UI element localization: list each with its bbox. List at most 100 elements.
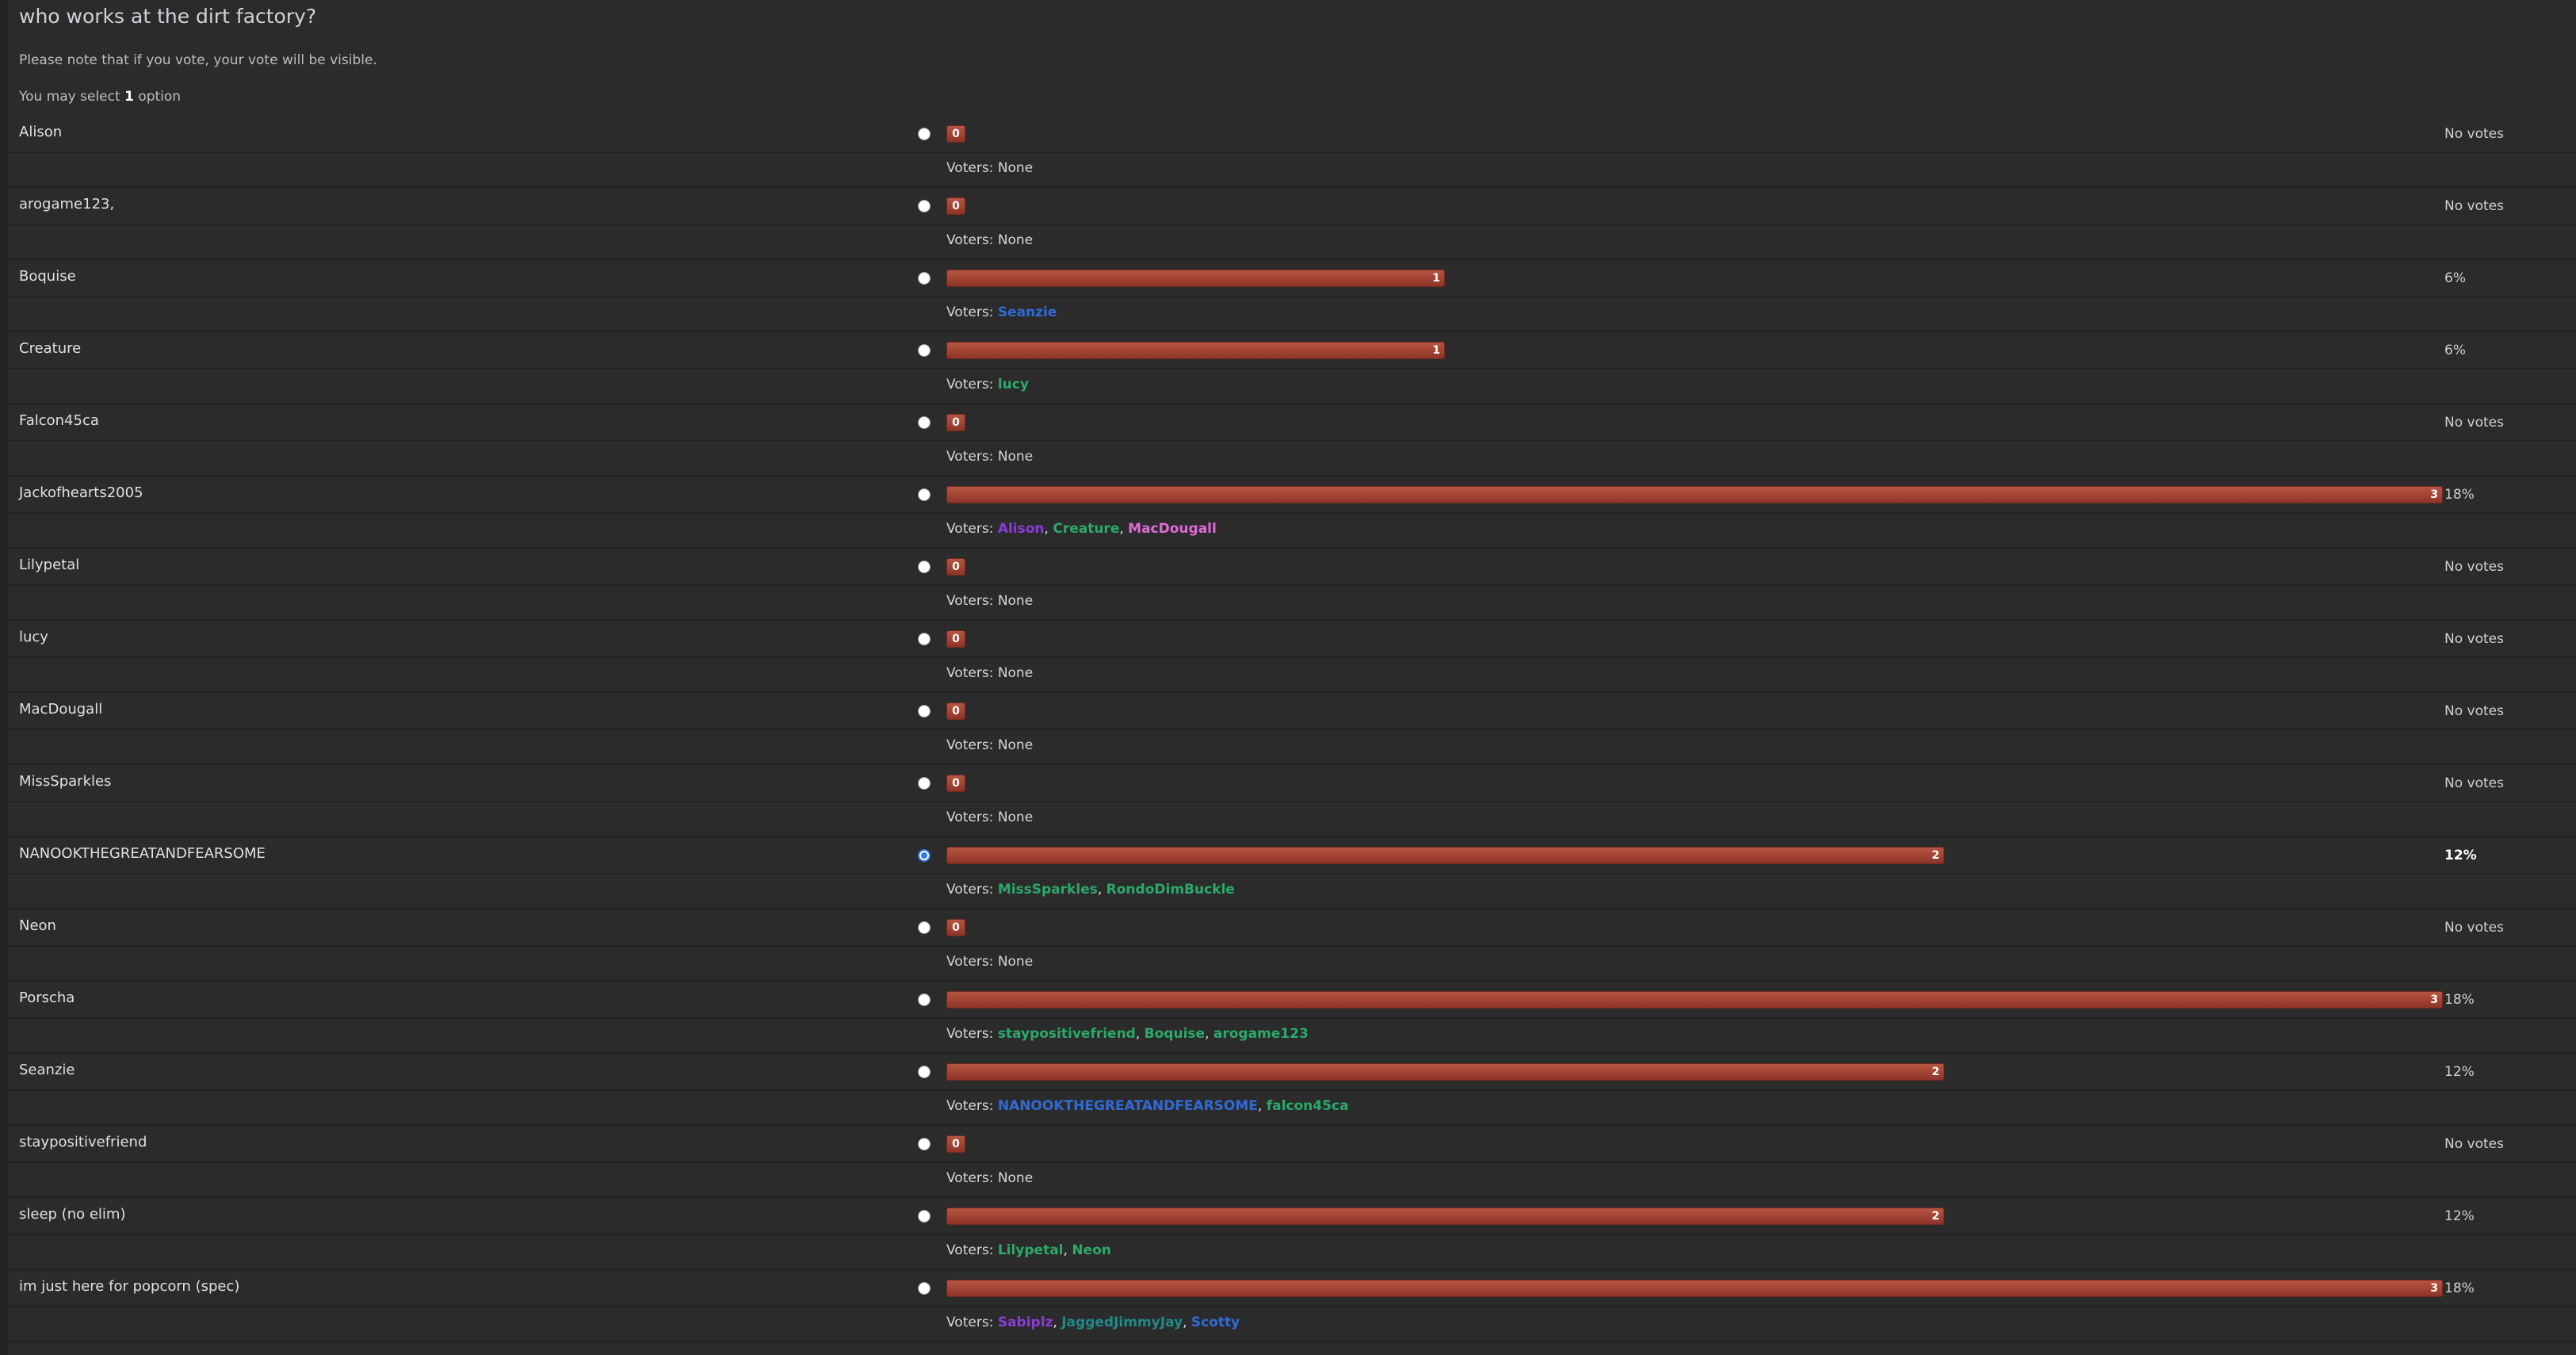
voter-link[interactable]: NANOOKTHEGREATANDFEARSOME xyxy=(997,1098,1258,1114)
voter-link[interactable]: Sabiplz xyxy=(997,1315,1053,1330)
row-divider xyxy=(8,403,2576,404)
poll-option-row: Falcon45ca 0 No votes Voters: None xyxy=(8,404,2576,477)
poll-option-row: MacDougall 0 No votes Voters: None xyxy=(8,693,2576,765)
vote-count: 0 xyxy=(952,921,960,934)
row-divider xyxy=(8,836,2576,837)
voters-prefix: Voters: xyxy=(946,1098,998,1114)
option-radio[interactable] xyxy=(918,777,931,790)
option-label: Creature xyxy=(19,340,82,357)
voter-link[interactable]: JaggedJimmyJay xyxy=(1061,1315,1183,1330)
vote-count: 0 xyxy=(952,128,960,140)
voters-prefix: Voters: xyxy=(946,1315,998,1330)
voter-link[interactable]: Neon xyxy=(1072,1242,1111,1258)
voter-link[interactable]: arogame123 xyxy=(1213,1026,1309,1042)
voters-line: Voters: None xyxy=(946,810,1033,825)
option-radio[interactable] xyxy=(918,200,931,212)
option-label: lucy xyxy=(19,629,48,645)
vote-percent: No votes xyxy=(2444,775,2504,791)
option-radio[interactable] xyxy=(918,633,931,645)
voters-prefix: Voters: xyxy=(946,593,998,609)
vote-percent: 12% xyxy=(2444,848,2477,863)
voter-link[interactable]: staypositivefriend xyxy=(997,1026,1136,1042)
voters-none: None xyxy=(997,232,1034,248)
voters-prefix: Voters: xyxy=(946,521,998,537)
option-label: im just here for popcorn (spec) xyxy=(19,1278,240,1295)
vote-count: 0 xyxy=(952,561,960,573)
option-label: Jackofhearts2005 xyxy=(19,484,143,501)
voters-line: Voters: None xyxy=(946,593,1033,609)
row-divider xyxy=(8,547,2576,549)
poll-notice: Please note that if you vote, your vote … xyxy=(19,52,377,68)
vote-percent: No votes xyxy=(2444,415,2504,431)
vote-bar: 0 xyxy=(946,919,965,936)
voter-link[interactable]: Alison xyxy=(997,521,1045,537)
voters-prefix: Voters: xyxy=(946,232,998,248)
voters-line: Voters: Seanzie xyxy=(946,304,1057,320)
voter-link[interactable]: Scotty xyxy=(1191,1315,1240,1330)
vote-count: 3 xyxy=(2430,993,2438,1006)
voters-none: None xyxy=(997,954,1034,970)
voter-link[interactable]: falcon45ca xyxy=(1266,1098,1349,1114)
row-divider xyxy=(8,258,2576,260)
vote-count: 0 xyxy=(952,633,960,645)
vote-bar: 2 xyxy=(946,1208,1944,1225)
poll-option-row: Jackofhearts2005 3 18% Voters: Alison, Crea… xyxy=(8,477,2576,549)
voter-link[interactable]: lucy xyxy=(997,377,1029,392)
option-radio[interactable] xyxy=(918,128,931,140)
option-label: NANOOKTHEGREATANDFEARSOME xyxy=(19,845,266,862)
poll-option-row: MissSparkles 0 No votes Voters: None xyxy=(8,765,2576,837)
option-radio[interactable] xyxy=(918,561,931,573)
voters-prefix: Voters: xyxy=(946,449,998,465)
row-divider xyxy=(8,584,2576,586)
row-divider xyxy=(8,1124,2576,1126)
option-radio[interactable] xyxy=(918,1066,931,1078)
row-divider xyxy=(8,1234,2576,1235)
voter-link[interactable]: MacDougall xyxy=(1128,521,1217,537)
vote-count: 2 xyxy=(1932,1210,1940,1223)
voters-line: Voters: Alison, Creature, MacDougall xyxy=(946,521,1217,537)
vote-bar: 3 xyxy=(946,1280,2443,1297)
option-radio[interactable] xyxy=(918,416,931,429)
voters-prefix: Voters: xyxy=(946,304,998,320)
vote-percent: 6% xyxy=(2444,343,2466,358)
option-label: Seanzie xyxy=(19,1062,75,1078)
vote-percent: No votes xyxy=(2444,198,2504,214)
voter-link[interactable]: Creature xyxy=(1053,521,1120,537)
voters-prefix: Voters: xyxy=(946,1026,998,1042)
voter-link[interactable]: Seanzie xyxy=(997,304,1057,320)
vote-count: 0 xyxy=(952,1138,960,1150)
option-radio[interactable] xyxy=(918,272,931,285)
row-divider xyxy=(8,619,2576,621)
select-info: You may select 1 option xyxy=(19,89,181,105)
option-label: MissSparkles xyxy=(19,773,112,790)
row-divider xyxy=(8,1052,2576,1054)
voter-link[interactable]: RondoDimBuckle xyxy=(1106,882,1235,898)
option-radio[interactable] xyxy=(918,1138,931,1150)
vote-bar: 3 xyxy=(946,991,2443,1009)
voters-line: Voters: NANOOKTHEGREATANDFEARSOME, falco… xyxy=(946,1098,1349,1114)
voters-none: None xyxy=(997,810,1034,825)
voter-link[interactable]: Boquise xyxy=(1144,1026,1206,1042)
vote-bar: 2 xyxy=(946,1063,1944,1081)
vote-bar: 0 xyxy=(946,414,965,431)
option-radio[interactable] xyxy=(918,849,931,862)
option-radio[interactable] xyxy=(918,344,931,357)
option-radio[interactable] xyxy=(918,921,931,934)
vote-count: 3 xyxy=(2430,488,2438,501)
row-divider xyxy=(8,1162,2576,1163)
option-label: MacDougall xyxy=(19,701,103,718)
voters-prefix: Voters: xyxy=(946,954,998,970)
voter-link[interactable]: MissSparkles xyxy=(997,882,1098,898)
option-radio[interactable] xyxy=(918,1282,931,1295)
voters-line: Voters: Sabiplz, JaggedJimmyJay, Scotty xyxy=(946,1315,1240,1330)
voters-line: Voters: None xyxy=(946,1170,1033,1186)
voters-none: None xyxy=(997,665,1034,681)
option-radio[interactable] xyxy=(918,705,931,718)
option-radio[interactable] xyxy=(918,488,931,501)
voters-prefix: Voters: xyxy=(946,665,998,681)
voter-link[interactable]: Lilypetal xyxy=(997,1242,1064,1258)
option-radio[interactable] xyxy=(918,993,931,1006)
select-suffix: option xyxy=(138,89,182,105)
option-radio[interactable] xyxy=(918,1210,931,1223)
poll-option-row: Alison 0 No votes Voters: None xyxy=(8,116,2576,188)
